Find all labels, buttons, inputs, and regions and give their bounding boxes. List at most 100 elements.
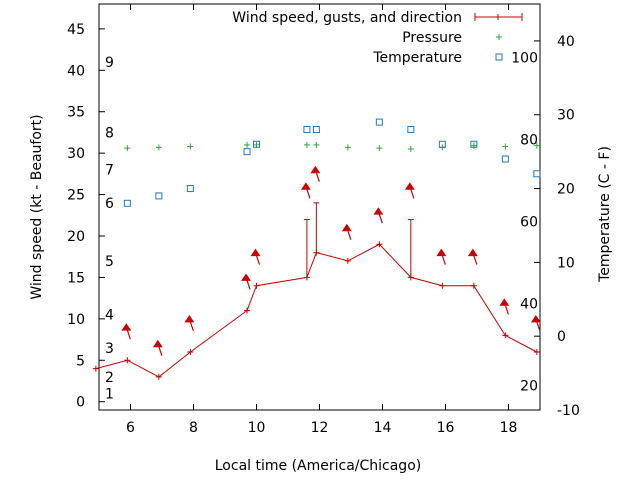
wind-direction-arrowhead <box>310 165 321 174</box>
wind-direction-arrowhead <box>467 248 478 257</box>
temperature-point <box>243 148 251 156</box>
axis-ticks <box>99 4 540 411</box>
wind-direction-arrowhead <box>184 314 195 323</box>
y-tick-label-left: 10 <box>67 312 85 328</box>
legend-marker-temperature <box>495 53 503 61</box>
legend-label-temperature: Temperature <box>372 50 462 66</box>
wind-direction-arrowhead <box>436 248 447 257</box>
x-tick-label: 6 <box>126 420 135 436</box>
beaufort-label: 3 <box>105 341 114 357</box>
temperature-point <box>155 192 163 200</box>
legend-label-pressure: Pressure <box>402 30 462 46</box>
fahrenheit-label: 60 <box>520 214 538 230</box>
legend-label-wind: Wind speed, gusts, and direction <box>232 10 462 26</box>
wind-direction-arrowhead <box>241 273 251 281</box>
wind-speed-point <box>439 282 446 289</box>
wind-direction-arrowhead <box>341 223 352 232</box>
beaufort-label: 7 <box>105 163 114 179</box>
y-tick-label-right: 10 <box>557 255 575 271</box>
y-tick-label-left: 0 <box>76 395 85 411</box>
temperature-point <box>303 125 311 133</box>
beaufort-label: 9 <box>105 55 114 71</box>
y-tick-label-left: 20 <box>67 229 85 245</box>
x-tick-label: 8 <box>189 420 198 436</box>
wind-speed-point <box>187 349 194 355</box>
x-tick-label: 16 <box>437 420 455 436</box>
beaufort-label: 2 <box>105 370 114 386</box>
wind-speed-point <box>502 332 509 339</box>
temperature-point <box>253 140 260 148</box>
wind-speed-line <box>95 243 538 378</box>
beaufort-label: 4 <box>105 308 114 324</box>
legend: Wind speed, gusts, and direction Pressure… <box>232 10 523 66</box>
wind-speed-point <box>244 307 251 314</box>
beaufort-label: 5 <box>105 254 114 270</box>
wind-direction-arrowhead <box>373 207 384 215</box>
x-tick-label: 18 <box>500 420 518 436</box>
x-axis-label: Local time (America/Chicago) <box>215 458 421 474</box>
pressure-point <box>502 143 509 150</box>
pressure-point <box>533 142 540 149</box>
x-tick-label: 10 <box>248 420 266 436</box>
pressure-point <box>124 145 131 152</box>
pressure-point <box>470 142 477 149</box>
y-tick-label-left: 5 <box>76 353 85 369</box>
temperature-point <box>123 199 131 207</box>
temperature-point <box>312 125 320 133</box>
plot-frame <box>98 3 541 411</box>
x-tick-label: 12 <box>311 420 329 436</box>
temperature-point <box>438 140 446 148</box>
y-tick-label-left: 40 <box>67 63 85 79</box>
wind-direction-arrowhead <box>404 182 415 190</box>
pressure-point <box>407 146 414 152</box>
y-tick-label-left: 35 <box>67 105 85 121</box>
wind-speed-point <box>344 257 351 264</box>
temperature-point <box>407 125 415 133</box>
y-tick-label-right: 40 <box>557 34 575 50</box>
temperature-point <box>470 140 478 148</box>
fahrenheit-label: 100 <box>511 50 538 66</box>
wind-speed-point <box>253 282 260 289</box>
pressure-point <box>187 143 194 150</box>
wind-speed-point <box>376 241 383 248</box>
y-tick-label-right: 20 <box>557 182 575 198</box>
y-axis-label-left: Wind speed (kt - Beaufort) <box>29 114 45 299</box>
data-layer <box>92 118 541 380</box>
y-tick-label-left: 15 <box>67 270 85 286</box>
y-tick-label-left: 45 <box>67 22 85 38</box>
y-axis-label-right: Temperature (C - F) <box>597 146 613 283</box>
wind-direction-arrowhead <box>152 339 163 348</box>
wind-direction-arrowhead <box>499 298 510 306</box>
wind-speed-point <box>92 365 99 372</box>
pressure-point <box>244 141 251 148</box>
pressure-point <box>155 144 162 151</box>
pressure-point <box>303 141 310 148</box>
fahrenheit-label: 40 <box>520 296 538 312</box>
temperature-point <box>186 185 194 193</box>
x-tick-label: 14 <box>374 420 392 436</box>
y-tick-label-left: 30 <box>67 146 85 162</box>
y-tick-label-right: 30 <box>557 108 575 124</box>
y-tick-label-right: 0 <box>557 329 566 345</box>
tick-labels: 6 8 10 12 14 16 18051015202530354045-100102030… <box>67 22 580 436</box>
beaufort-label: 1 <box>105 386 114 402</box>
wind-speed-point <box>124 357 131 364</box>
pressure-point <box>344 144 351 151</box>
temperature-point <box>501 155 509 163</box>
wind-speed-point <box>533 349 540 355</box>
wind-direction-arrowhead <box>300 182 311 190</box>
wind-direction-arrowhead <box>121 323 132 331</box>
temperature-point <box>375 118 383 126</box>
y-tick-label-right: -10 <box>557 403 580 419</box>
wind-direction-arrowhead <box>250 248 261 257</box>
wind-speed-point <box>155 373 162 380</box>
legend-marker-pressure <box>496 34 502 40</box>
temperature-point <box>533 170 541 178</box>
fahrenheit-label: 80 <box>520 132 538 148</box>
beaufort-label: 6 <box>105 196 114 212</box>
pressure-point <box>376 145 383 152</box>
pressure-point <box>313 141 320 148</box>
beaufort-label: 8 <box>105 125 114 141</box>
wind-direction-arrowhead <box>530 314 541 323</box>
